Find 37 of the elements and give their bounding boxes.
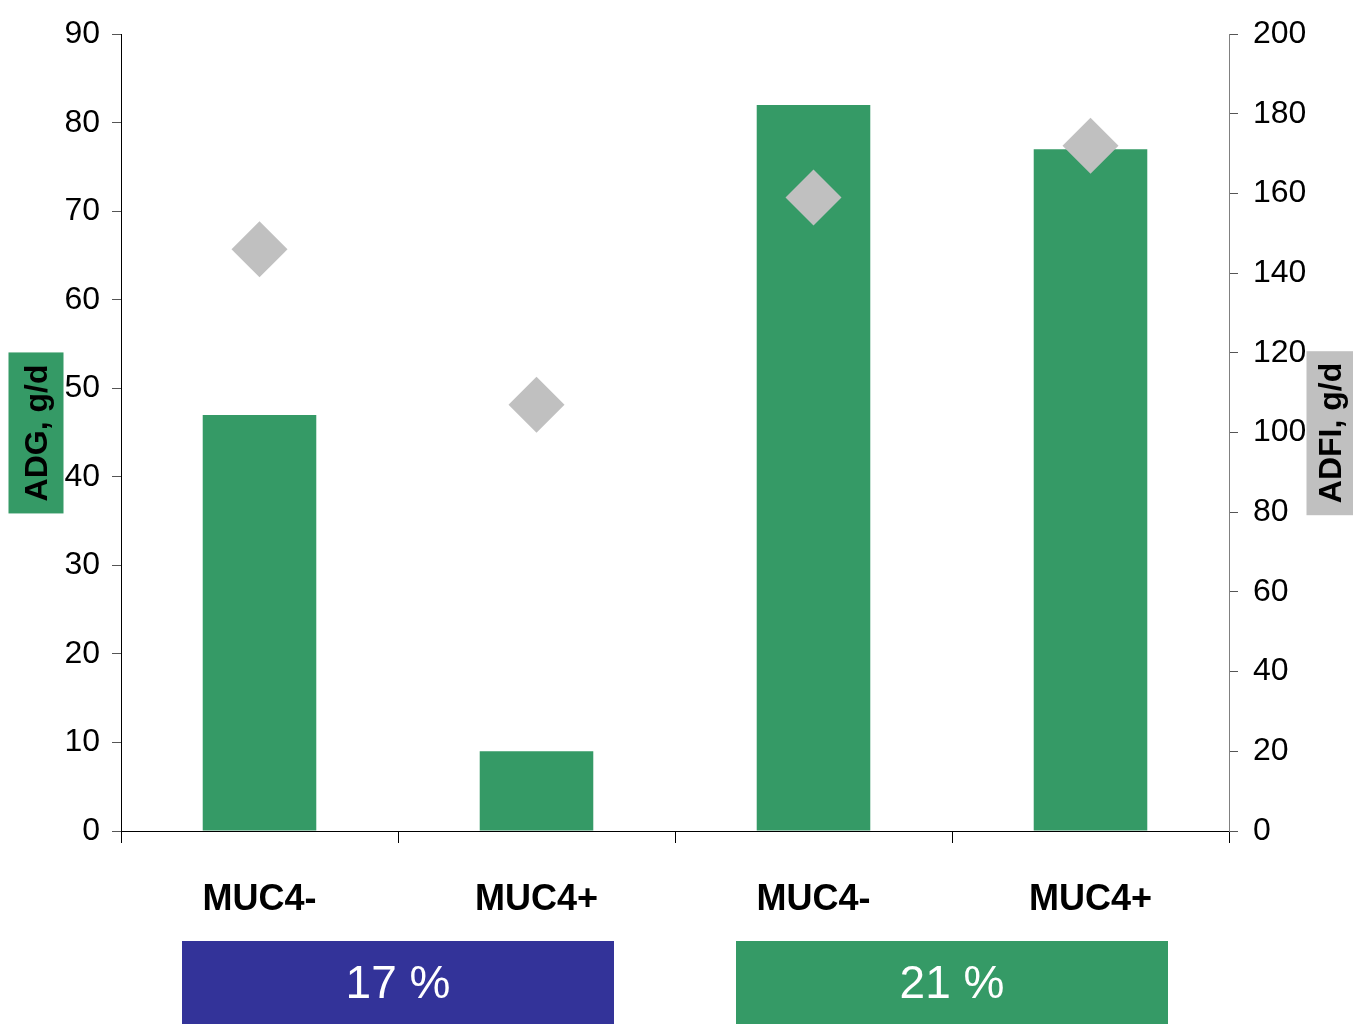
text: 21 % <box>736 941 1168 1024</box>
point <box>508 376 565 433</box>
y2-tick-label: 160 <box>1253 173 1307 210</box>
y2-tick-label: 180 <box>1253 93 1307 130</box>
y-tick-label: 70 <box>64 191 100 228</box>
point <box>785 169 842 226</box>
y-axis-title: ADG, g/d <box>8 352 64 514</box>
y2-tick-label: 120 <box>1253 332 1307 369</box>
bar <box>479 751 594 831</box>
bar <box>202 414 317 831</box>
x-tick-label: MUC4+ <box>474 876 599 918</box>
y2-tick-label: 200 <box>1253 14 1307 51</box>
x-tick-label: MUC4- <box>756 876 871 918</box>
y-tick-label: 90 <box>64 14 100 51</box>
bar <box>756 105 871 831</box>
y2-tick-label: 100 <box>1253 412 1307 449</box>
y-tick-label: 30 <box>64 545 100 582</box>
y-tick-label: 10 <box>64 722 100 759</box>
y-tick-label: 40 <box>64 456 100 493</box>
point <box>1062 117 1119 174</box>
text: 17 % <box>182 941 614 1024</box>
x-tick-label: MUC4+ <box>1028 876 1153 918</box>
x-tick-label: MUC4- <box>202 876 317 918</box>
bar <box>1033 149 1148 831</box>
y2-axis-title: ADFI, g/d <box>1306 350 1353 515</box>
y2-tick-label: 20 <box>1253 731 1289 768</box>
point <box>231 221 288 278</box>
y2-tick-label: 40 <box>1253 651 1289 688</box>
y2-tick-label: 140 <box>1253 253 1307 290</box>
y-tick-label: 50 <box>64 368 100 405</box>
y-tick-label: 60 <box>64 279 100 316</box>
y2-tick-label: 0 <box>1253 810 1271 847</box>
y-tick-label: 80 <box>64 102 100 139</box>
y-tick-label: 20 <box>64 633 100 670</box>
y-tick-label: 0 <box>82 810 100 847</box>
y2-tick-label: 80 <box>1253 492 1289 529</box>
y2-tick-label: 60 <box>1253 571 1289 608</box>
